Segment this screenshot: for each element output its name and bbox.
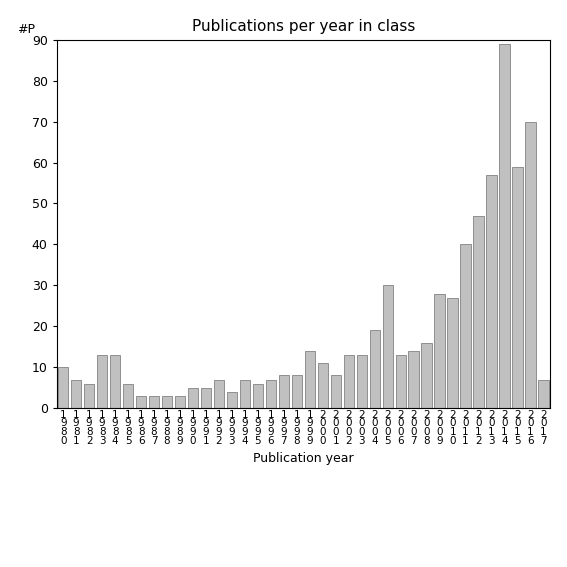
Bar bbox=[227, 392, 237, 408]
Title: Publications per year in class: Publications per year in class bbox=[192, 19, 415, 35]
Bar bbox=[123, 384, 133, 408]
Bar bbox=[473, 216, 484, 408]
Bar bbox=[538, 379, 549, 408]
Bar bbox=[460, 244, 471, 408]
Bar bbox=[370, 331, 380, 408]
Bar bbox=[201, 388, 211, 408]
Bar bbox=[266, 379, 276, 408]
Bar bbox=[71, 379, 82, 408]
Bar bbox=[97, 355, 107, 408]
Bar bbox=[486, 175, 497, 408]
Bar bbox=[253, 384, 263, 408]
Bar bbox=[396, 355, 406, 408]
Bar bbox=[357, 355, 367, 408]
Bar bbox=[278, 375, 289, 408]
Bar bbox=[84, 384, 94, 408]
Bar bbox=[447, 298, 458, 408]
Bar bbox=[408, 351, 419, 408]
Bar bbox=[421, 342, 432, 408]
Bar bbox=[318, 363, 328, 408]
Bar bbox=[175, 396, 185, 408]
X-axis label: Publication year: Publication year bbox=[253, 451, 354, 464]
Bar bbox=[331, 375, 341, 408]
Bar bbox=[344, 355, 354, 408]
Bar bbox=[136, 396, 146, 408]
Bar bbox=[500, 44, 510, 408]
Bar bbox=[525, 121, 536, 408]
Bar bbox=[149, 396, 159, 408]
Bar bbox=[513, 167, 523, 408]
Bar bbox=[110, 355, 120, 408]
Bar bbox=[383, 285, 393, 408]
Bar bbox=[214, 379, 224, 408]
Bar bbox=[188, 388, 198, 408]
Bar bbox=[162, 396, 172, 408]
Bar bbox=[291, 375, 302, 408]
Bar bbox=[434, 294, 445, 408]
Bar bbox=[58, 367, 69, 408]
Bar bbox=[304, 351, 315, 408]
Text: #P: #P bbox=[17, 23, 35, 36]
Bar bbox=[240, 379, 250, 408]
